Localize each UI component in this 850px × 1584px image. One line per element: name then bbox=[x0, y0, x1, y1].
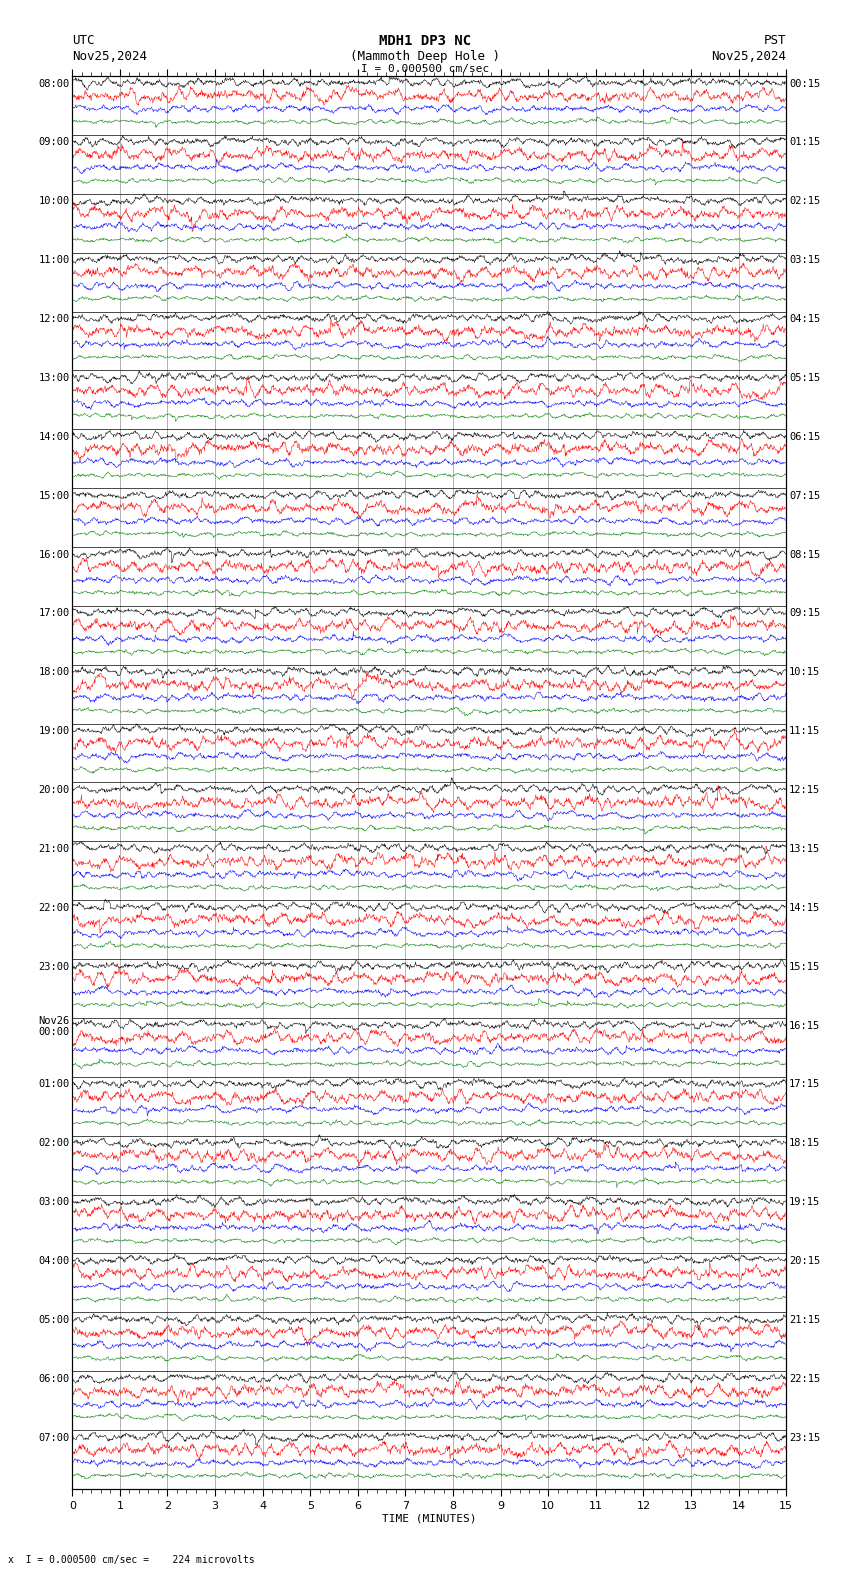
Text: Nov25,2024: Nov25,2024 bbox=[72, 49, 147, 63]
Text: x  I = 0.000500 cm/sec =    224 microvolts: x I = 0.000500 cm/sec = 224 microvolts bbox=[8, 1555, 255, 1565]
Text: Nov25,2024: Nov25,2024 bbox=[711, 49, 786, 63]
Text: MDH1 DP3 NC: MDH1 DP3 NC bbox=[379, 33, 471, 48]
Text: PST: PST bbox=[764, 33, 786, 48]
Text: I = 0.000500 cm/sec: I = 0.000500 cm/sec bbox=[361, 63, 489, 74]
Text: (Mammoth Deep Hole ): (Mammoth Deep Hole ) bbox=[350, 49, 500, 63]
X-axis label: TIME (MINUTES): TIME (MINUTES) bbox=[382, 1514, 477, 1524]
Text: UTC: UTC bbox=[72, 33, 94, 48]
